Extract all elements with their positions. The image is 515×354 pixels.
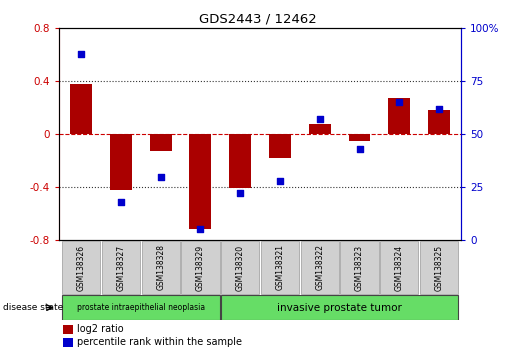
Point: [435, 106, 443, 112]
Text: GDS2443 / 12462: GDS2443 / 12462: [199, 12, 316, 25]
Bar: [190, 134, 211, 229]
FancyBboxPatch shape: [221, 295, 458, 320]
Text: GSM138320: GSM138320: [236, 244, 245, 291]
Bar: [269, 134, 291, 158]
Text: GSM138326: GSM138326: [77, 244, 85, 291]
FancyBboxPatch shape: [102, 241, 140, 294]
Point: [395, 99, 403, 105]
Point: [236, 190, 244, 196]
Bar: [70, 84, 92, 134]
Point: [157, 174, 165, 179]
Bar: [309, 124, 331, 134]
Text: percentile rank within the sample: percentile rank within the sample: [77, 337, 242, 347]
Text: GSM138322: GSM138322: [315, 245, 324, 290]
Bar: [63, 325, 73, 334]
Text: GSM138321: GSM138321: [276, 245, 284, 290]
Point: [316, 116, 324, 122]
FancyBboxPatch shape: [301, 241, 339, 294]
Point: [355, 146, 364, 152]
FancyBboxPatch shape: [340, 241, 379, 294]
Text: log2 ratio: log2 ratio: [77, 324, 124, 335]
Text: GSM138328: GSM138328: [156, 245, 165, 290]
FancyBboxPatch shape: [181, 241, 219, 294]
FancyBboxPatch shape: [380, 241, 418, 294]
Point: [117, 199, 125, 205]
Text: prostate intraepithelial neoplasia: prostate intraepithelial neoplasia: [77, 303, 205, 312]
FancyBboxPatch shape: [142, 241, 180, 294]
Bar: [349, 134, 370, 141]
Text: invasive prostate tumor: invasive prostate tumor: [277, 303, 402, 313]
Bar: [150, 134, 171, 152]
Text: GSM138325: GSM138325: [435, 244, 443, 291]
Text: GSM138324: GSM138324: [395, 244, 404, 291]
FancyBboxPatch shape: [221, 241, 259, 294]
Text: GSM138323: GSM138323: [355, 244, 364, 291]
Bar: [110, 134, 132, 190]
Bar: [428, 110, 450, 134]
Text: disease state: disease state: [3, 303, 63, 312]
FancyBboxPatch shape: [62, 241, 100, 294]
Text: GSM138329: GSM138329: [196, 244, 205, 291]
Point: [196, 227, 204, 232]
Point: [77, 51, 85, 57]
FancyBboxPatch shape: [62, 295, 219, 320]
Bar: [63, 338, 73, 347]
Bar: [388, 98, 410, 134]
FancyBboxPatch shape: [261, 241, 299, 294]
Point: [276, 178, 284, 184]
FancyBboxPatch shape: [420, 241, 458, 294]
Bar: [229, 134, 251, 188]
Text: GSM138327: GSM138327: [116, 244, 125, 291]
